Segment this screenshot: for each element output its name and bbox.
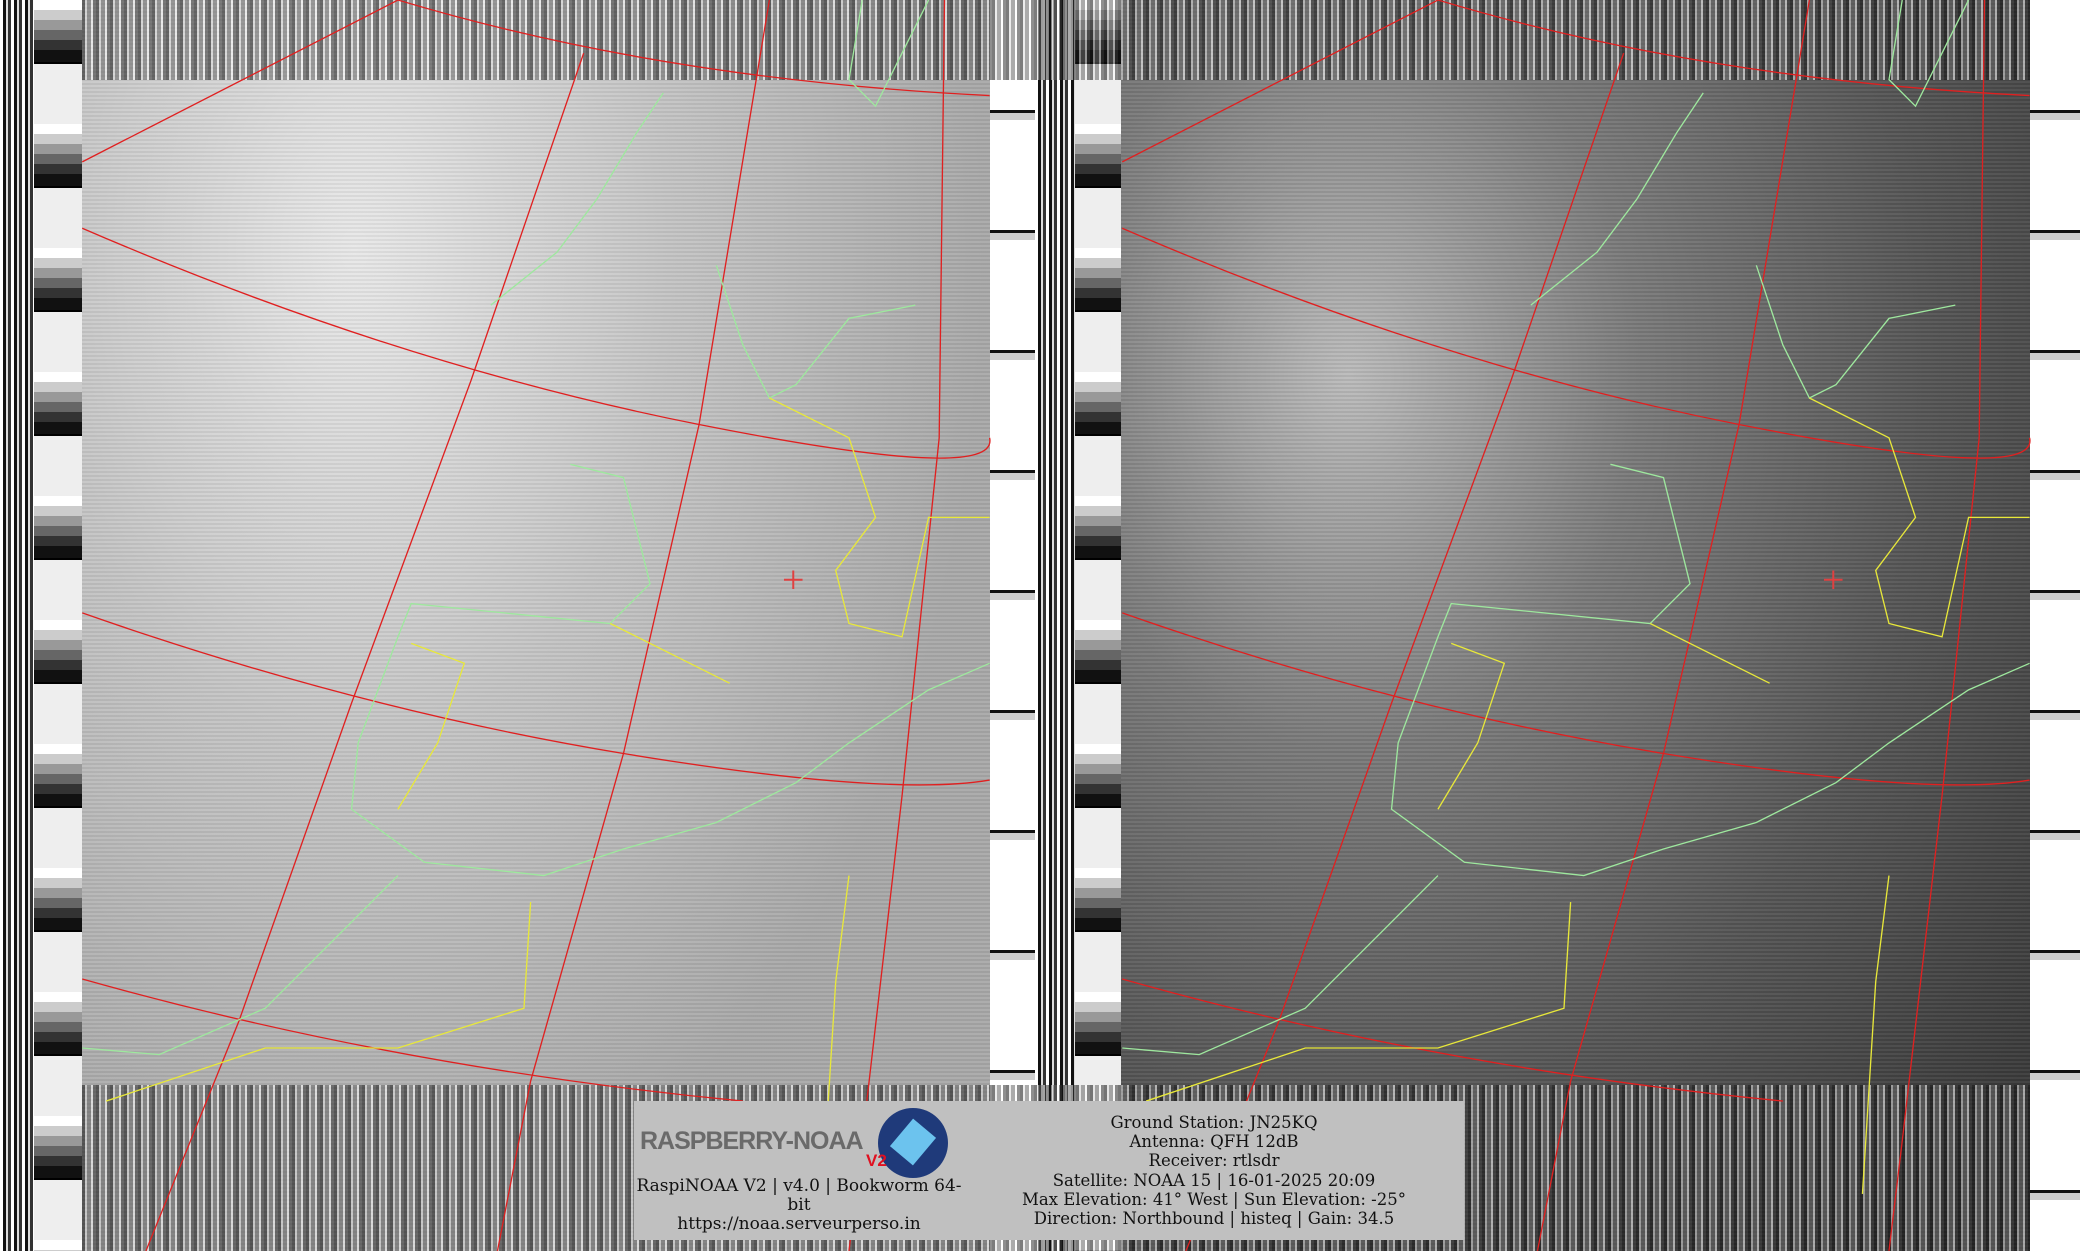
satellite: Satellite: NOAA 15 | 16-01-2025 20:09 bbox=[1052, 1170, 1376, 1190]
logo-text: RASPBERRY-NOAA bbox=[640, 1127, 864, 1155]
logo-badge: V2 bbox=[866, 1151, 887, 1170]
pass-info-panel: RASPBERRY-NOAA V2 RaspiNOAA V2 | v4.0 | … bbox=[634, 1101, 1464, 1240]
telemetry-strip-b bbox=[2030, 0, 2080, 1251]
channel-b-infrared-image bbox=[1121, 0, 2030, 1251]
telemetry-wedge-b bbox=[1075, 0, 1121, 1251]
telemetry-wedge-a bbox=[34, 0, 82, 1251]
sync-strip-b bbox=[1035, 0, 1075, 1251]
channel-a-visible-image bbox=[82, 0, 990, 1251]
elevation: Max Elevation: 41° West | Sun Elevation:… bbox=[1022, 1189, 1406, 1209]
sync-strip-a bbox=[0, 0, 34, 1251]
noise-band-top bbox=[82, 0, 2030, 80]
direction: Direction: Northbound | histeq | Gain: 3… bbox=[1033, 1209, 1395, 1229]
version-line: RaspiNOAA V2 | v4.0 | Bookworm 64-bit bbox=[636, 1176, 962, 1215]
receiver: Receiver: rtlsdr bbox=[1148, 1151, 1280, 1171]
ground-station: Ground Station: JN25KQ bbox=[1110, 1112, 1318, 1132]
branding: RASPBERRY-NOAA V2 RaspiNOAA V2 | v4.0 | … bbox=[634, 1101, 964, 1240]
telemetry-strip-a bbox=[990, 0, 1035, 1251]
pass-details: Ground Station: JN25KQ Antenna: QFH 12dB… bbox=[964, 1101, 1464, 1240]
site-url: https://noaa.serveurperso.in bbox=[677, 1214, 921, 1234]
satellite-logo-icon bbox=[878, 1108, 948, 1178]
antenna: Antenna: QFH 12dB bbox=[1129, 1131, 1299, 1151]
